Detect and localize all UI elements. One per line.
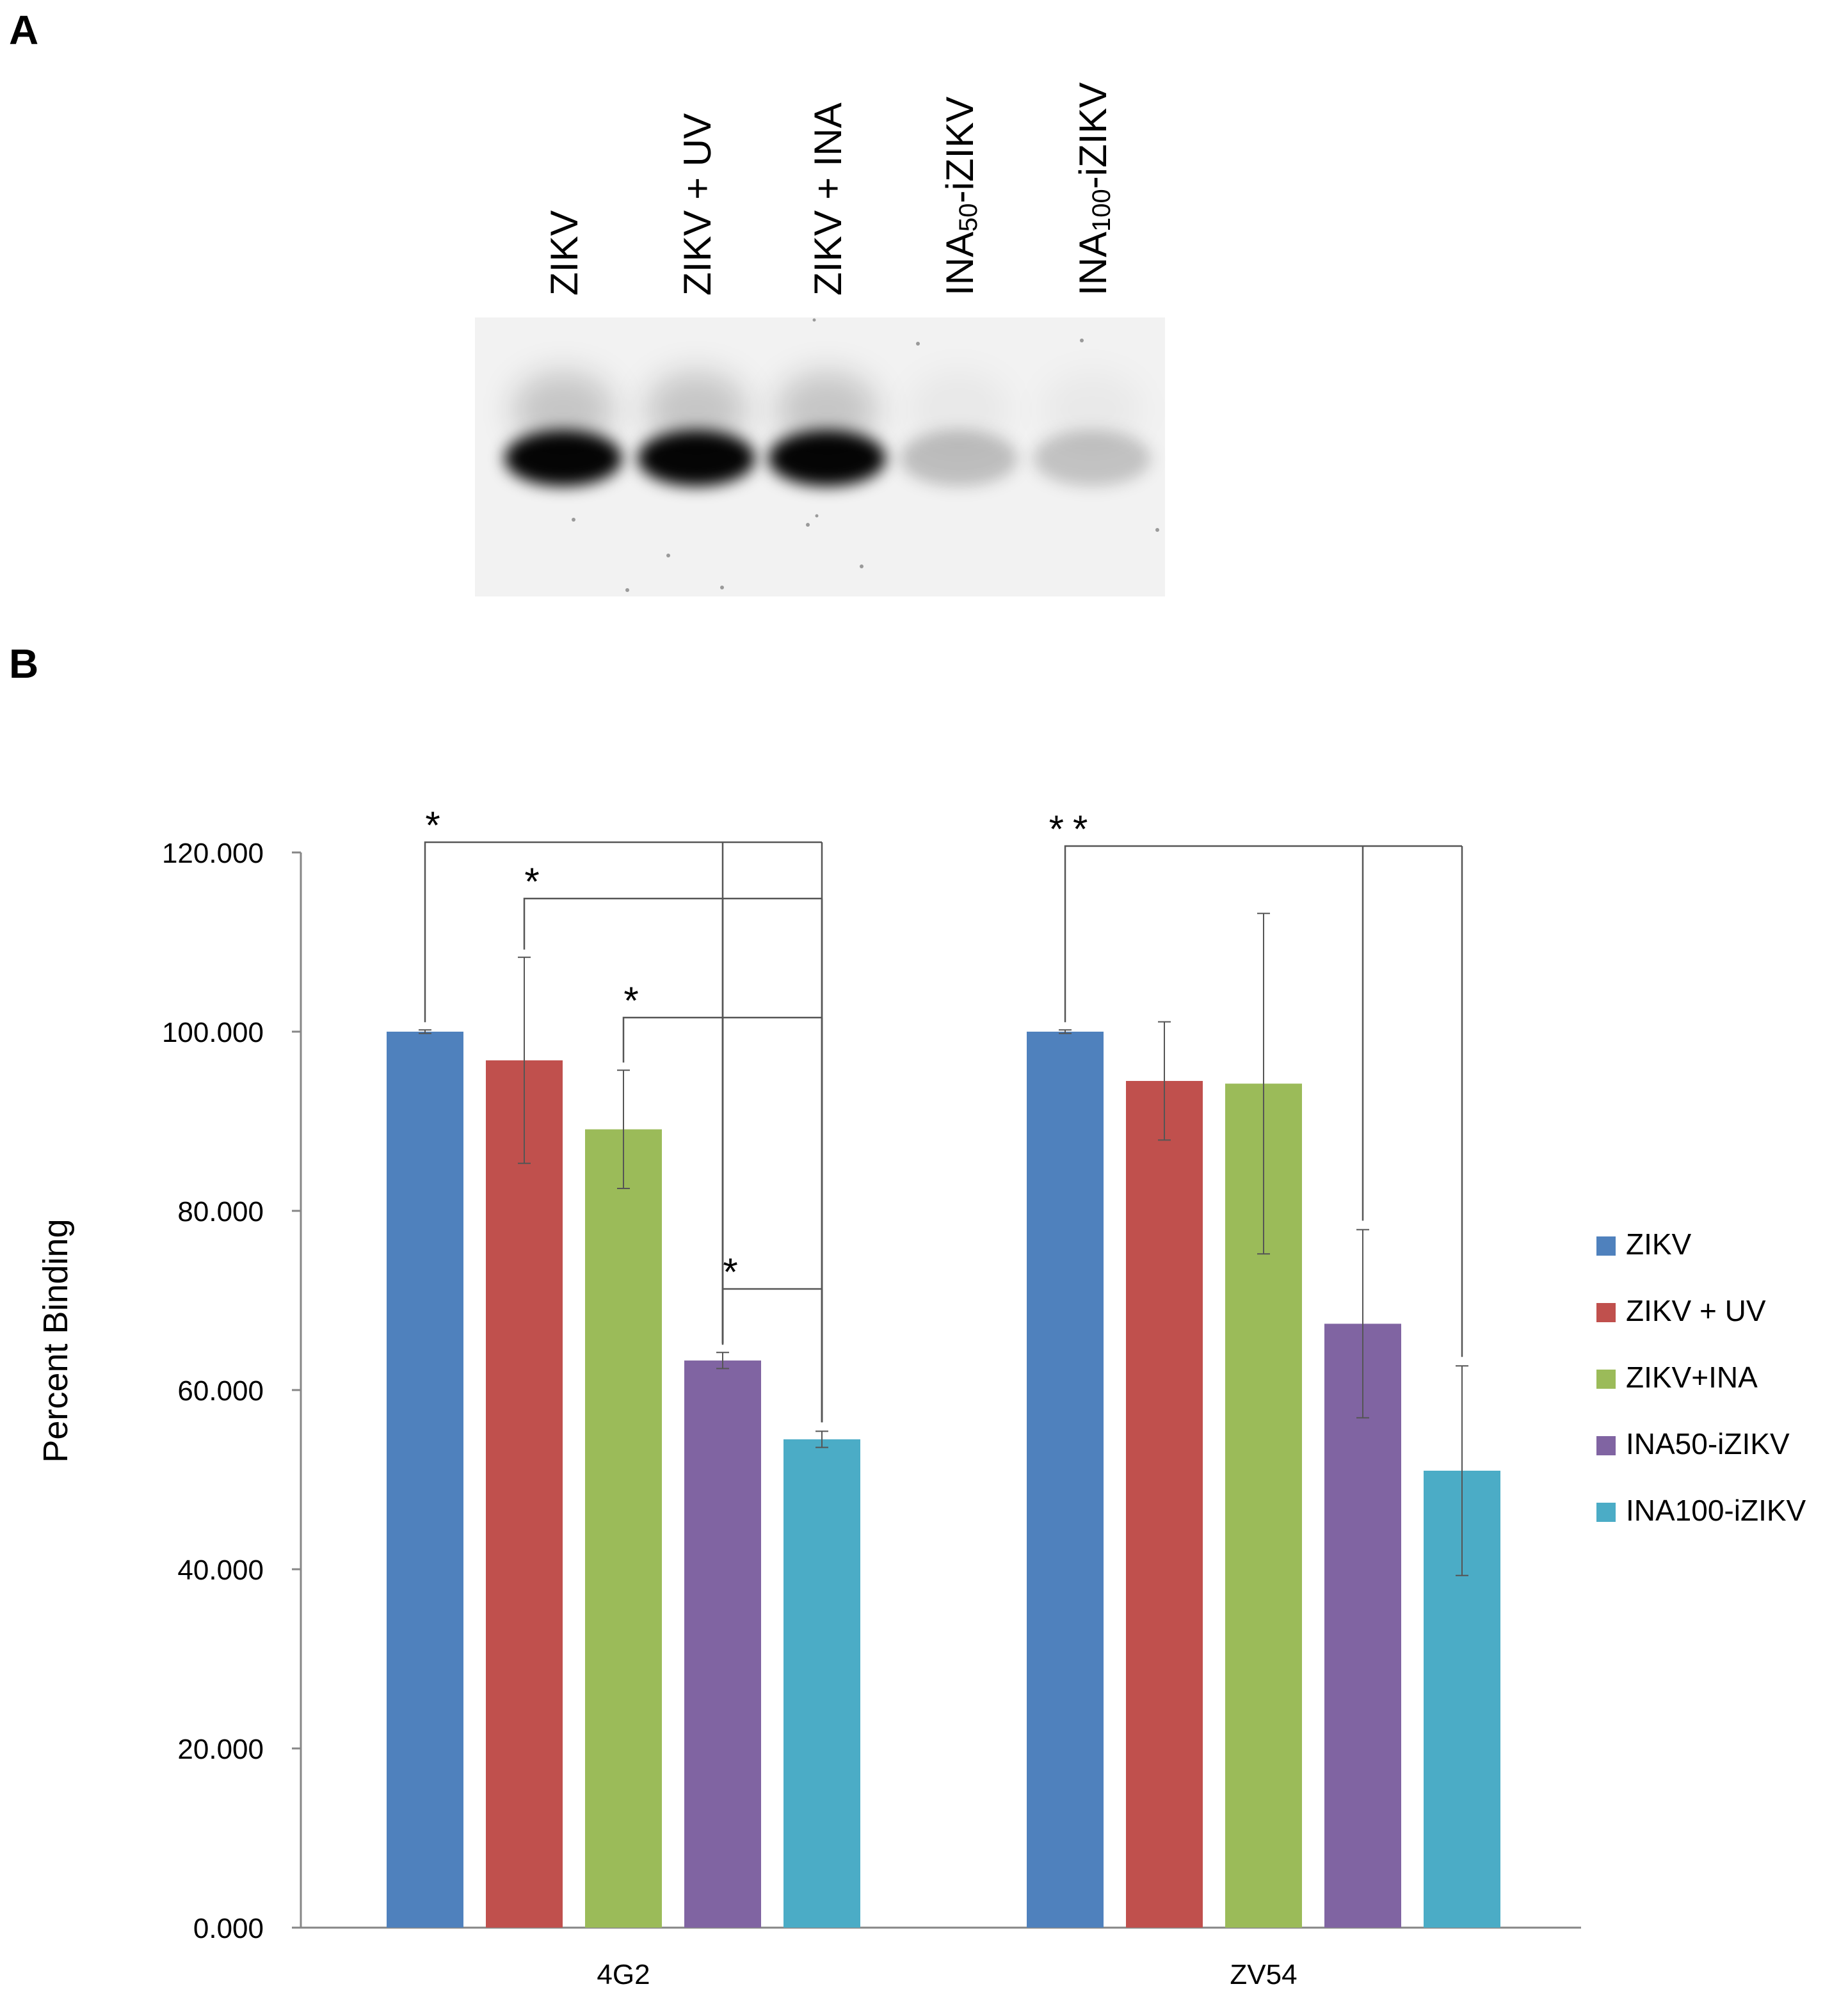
legend-swatch [1596,1370,1616,1389]
y-axis-label: Percent Binding [36,1219,75,1462]
blot-lane-label: ZIKV [543,211,586,296]
blot-band [768,430,886,486]
blot-band [900,430,1018,486]
x-tick-label: 4G2 [597,1959,650,1990]
significance-marker: ** [1049,808,1097,851]
y-tick-label: 40.000 [177,1555,264,1586]
y-tick-label: 0.000 [193,1913,264,1944]
y-tick-label: 20.000 [177,1734,264,1765]
legend-label: INA50-iZIKV [1626,1427,1790,1460]
blot-smear [645,371,748,448]
legend-swatch [1596,1436,1616,1455]
legend-label: ZIKV + UV [1626,1294,1766,1327]
bar [486,1060,563,1928]
western-blot: ZIKV ZIKV + UV ZIKV + INA INA50-iZIKV INA100… [475,83,1165,596]
legend-swatch [1596,1503,1616,1522]
significance-marker: * [623,979,638,1022]
blot-smear [512,371,615,448]
blot-lane-label: ZIKV + UV [676,113,719,296]
legend-label: ZIKV [1626,1227,1692,1261]
y-tick-label: 100.000 [162,1017,264,1048]
significance-bracket [424,841,822,1023]
bar [585,1129,662,1928]
bar [1027,1032,1104,1928]
significance-bracket [523,897,822,950]
y-tick-label: 120.000 [162,838,264,869]
significance-marker: * [425,804,440,847]
panel-label-b: B [9,641,39,687]
panel-label-a: A [9,7,39,53]
significance-bracket [721,1288,822,1345]
bar [387,1032,463,1928]
legend-swatch [1596,1236,1616,1256]
blot-lane-label: ZIKV + INA [807,102,849,296]
blot-lane-label: INA50-iZIKV [938,97,983,296]
blot-lane-label: INA100-iZIKV [1072,83,1116,296]
blot-band [504,430,622,486]
blot-band [1033,430,1151,486]
blot-band [638,430,755,486]
bar [783,1439,860,1928]
legend-label: INA100-iZIKV [1626,1494,1806,1527]
blot-smear [776,371,878,448]
bar [1324,1323,1401,1928]
blot-smear [908,371,1010,448]
y-tick-label: 60.000 [177,1375,264,1407]
significance-bracket [622,1016,822,1063]
bar [1126,1081,1203,1928]
bar [684,1360,761,1928]
significance-marker: * [723,1251,737,1293]
y-tick-label: 80.000 [177,1196,264,1227]
legend-swatch [1596,1303,1616,1322]
x-tick-label: ZV54 [1230,1959,1297,1990]
legend-label: ZIKV+INA [1626,1361,1758,1394]
significance-bracket [1064,845,1462,1023]
significance-marker: * [524,860,539,903]
